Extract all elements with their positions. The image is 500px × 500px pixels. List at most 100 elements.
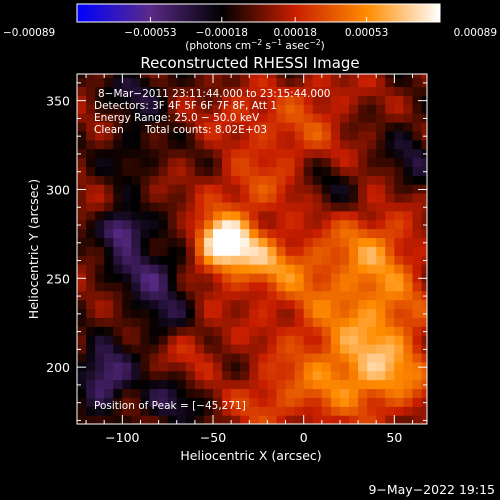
heatmap-cell: [330, 74, 341, 79]
heatmap-cell: [122, 210, 133, 221]
heatmap-cell: [231, 299, 241, 310]
heatmap-cell: [176, 281, 187, 292]
heatmap-cell: [285, 175, 296, 185]
heatmap-cell: [176, 246, 187, 256]
heatmap-cell: [321, 157, 332, 167]
heatmap-cell: [95, 201, 105, 212]
heatmap-cell: [294, 290, 305, 301]
heatmap-cell: [140, 299, 151, 310]
heatmap-cell: [403, 175, 414, 185]
heatmap-cell: [385, 281, 395, 292]
heatmap-cell: [131, 228, 142, 239]
heatmap-cell: [376, 104, 386, 114]
heatmap-cell: [285, 246, 296, 256]
heatmap-cell: [158, 290, 169, 301]
heatmap-cell: [203, 74, 214, 79]
heatmap-cell: [349, 352, 359, 363]
heatmap-cell: [403, 210, 414, 221]
heatmap-cell: [303, 344, 314, 354]
heatmap-cell: [321, 361, 332, 372]
heatmap-cell: [131, 121, 142, 132]
heatmap-cell: [113, 344, 123, 354]
heatmap-cell: [412, 95, 423, 105]
heatmap-cell: [421, 166, 427, 176]
heatmap-cell: [176, 379, 187, 390]
heatmap-cell: [249, 166, 259, 176]
heatmap-cell: [122, 148, 133, 159]
heatmap-cell: [231, 74, 241, 79]
heatmap-cell: [203, 184, 214, 194]
heatmap-cell: [294, 317, 305, 327]
heatmap-cell: [367, 290, 377, 301]
heatmap-cell: [421, 290, 427, 301]
heatmap-cell: [158, 388, 169, 398]
heatmap-cell: [312, 139, 323, 150]
heatmap-cell: [285, 281, 296, 292]
heatmap-cell: [131, 130, 142, 141]
heatmap-cell: [240, 352, 250, 363]
heatmap-cell: [385, 228, 395, 239]
heatmap-cell: [403, 415, 414, 424]
heatmap-cell: [321, 388, 332, 398]
heatmap-cell: [258, 86, 269, 96]
heatmap-cell: [104, 219, 114, 230]
heatmap-cell: [240, 95, 250, 105]
heatmap-cell: [303, 139, 314, 150]
heatmap-cell: [394, 352, 405, 363]
heatmap-cell: [385, 272, 395, 283]
heatmap-cell: [367, 157, 377, 167]
heatmap-cell: [240, 219, 250, 230]
heatmap-cell: [213, 210, 223, 221]
heatmap-cell: [194, 370, 205, 381]
heatmap-cell: [276, 77, 287, 88]
heatmap-cell: [122, 272, 133, 283]
heatmap-cell: [294, 344, 305, 354]
heatmap-cell: [95, 193, 105, 203]
heatmap-cell: [140, 290, 151, 301]
heatmap-cell: [104, 326, 114, 336]
heatmap-cell: [231, 361, 241, 372]
heatmap-cell: [358, 139, 368, 150]
heatmap-cell: [149, 317, 160, 327]
heatmap-cell: [167, 379, 178, 390]
heatmap-cell: [240, 121, 250, 132]
heatmap-cell: [249, 317, 259, 327]
heatmap-cell: [367, 406, 377, 416]
heatmap-cell: [312, 175, 323, 185]
heatmap-cell: [303, 397, 314, 407]
heatmap-cell: [330, 299, 341, 310]
heatmap-cell: [349, 335, 359, 345]
heatmap-cell: [167, 184, 178, 194]
heatmap-cell: [176, 139, 187, 150]
heatmap-cell: [249, 219, 259, 230]
heatmap-cell: [176, 361, 187, 372]
heatmap-cell: [149, 121, 160, 132]
heatmap-cell: [294, 272, 305, 283]
heatmap-cell: [367, 175, 377, 185]
heatmap-cell: [149, 415, 160, 424]
heatmap-cell: [385, 246, 395, 256]
heatmap-cell: [122, 184, 133, 194]
heatmap-cell: [376, 201, 386, 212]
heatmap-cell: [321, 113, 332, 123]
heatmap-cell: [276, 139, 287, 150]
heatmap-cell: [240, 228, 250, 239]
heatmap-cell: [358, 130, 368, 141]
heatmap-cell: [104, 148, 114, 159]
heatmap-cell: [267, 184, 278, 194]
heatmap-cell: [376, 95, 386, 105]
heatmap-cell: [358, 104, 368, 114]
heatmap-cell: [421, 415, 427, 424]
heatmap-cell: [412, 148, 423, 159]
heatmap-cell: [213, 335, 223, 345]
heatmap-cell: [167, 406, 178, 416]
heatmap-cell: [194, 264, 205, 274]
heatmap-cell: [104, 104, 114, 114]
heatmap-cell: [249, 74, 259, 79]
heatmap-cell: [158, 228, 169, 239]
heatmap-cell: [95, 184, 105, 194]
heatmap-cell: [176, 308, 187, 319]
heatmap-cell: [321, 326, 332, 336]
heatmap-cell: [376, 246, 386, 256]
heatmap-cell: [194, 281, 205, 292]
